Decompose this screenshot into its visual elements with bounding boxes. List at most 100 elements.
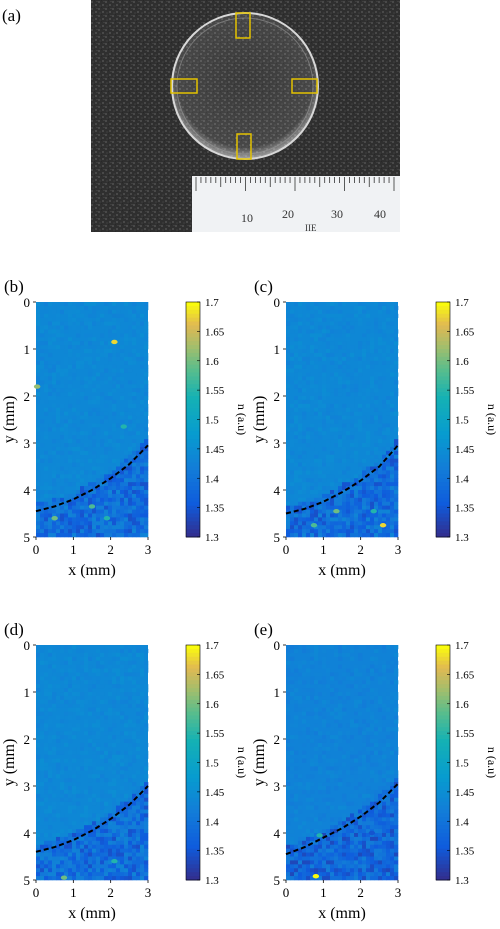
- heatmap-cell: [302, 836, 307, 842]
- heatmap-cell: [318, 466, 323, 471]
- heatmap-cell: [104, 864, 109, 869]
- colorbar-segment: [186, 313, 200, 319]
- heatmap-cell: [36, 321, 41, 326]
- heatmap-cell: [96, 486, 101, 491]
- heatmap-cell: [378, 517, 383, 522]
- heatmap-cell: [370, 505, 375, 510]
- heatmap-cell: [104, 419, 109, 424]
- heatmap-cell: [286, 533, 291, 538]
- heatmap-cell: [44, 423, 49, 428]
- heatmap-cell: [68, 872, 73, 877]
- heatmap-cell: [144, 529, 149, 534]
- heatmap-cell: [294, 513, 299, 518]
- heatmap-cell: [124, 490, 129, 495]
- heatmap-cell: [366, 707, 371, 712]
- heatmap-cell: [342, 774, 347, 779]
- heatmap-cell: [378, 525, 383, 530]
- heatmap-cell: [314, 517, 319, 522]
- heatmap-cell: [382, 829, 387, 834]
- heatmap-cell: [286, 813, 291, 818]
- heatmap-cell: [374, 860, 379, 865]
- heatmap-cell: [48, 529, 53, 534]
- heatmap-cell: [318, 317, 323, 322]
- heatmap-cell: [140, 829, 145, 834]
- heatmap-cell: [40, 313, 45, 318]
- heatmap-cell: [338, 384, 343, 389]
- heatmap-cell: [390, 486, 395, 491]
- heatmap-cell: [72, 844, 77, 849]
- heatmap-cell: [124, 664, 129, 669]
- colorbar: 1.71.651.61.551.51.451.41.351.3n (a.u): [185, 640, 249, 887]
- heatmap-cell: [84, 723, 89, 728]
- heatmap-cell: [370, 419, 375, 424]
- heatmap-cell: [124, 462, 129, 467]
- hot-spot: [379, 523, 387, 528]
- heatmap-cell: [394, 844, 399, 849]
- heatmap-cell: [302, 505, 307, 510]
- heatmap-cell: [330, 852, 335, 857]
- heatmap-cell: [378, 505, 383, 510]
- heatmap-cell: [96, 505, 101, 510]
- heatmap-cell: [382, 825, 387, 830]
- heatmap-cell: [394, 341, 399, 346]
- heatmap-cell: [374, 443, 379, 448]
- heatmap-cell: [390, 782, 395, 787]
- colorbar-segment: [436, 793, 450, 799]
- heatmap-cell: [334, 380, 339, 385]
- heatmap-cell: [350, 325, 355, 330]
- colorbar-segment: [186, 684, 200, 689]
- heatmap-cell: [358, 392, 363, 397]
- heatmap-cell: [310, 396, 315, 401]
- heatmap-cell: [64, 731, 69, 736]
- heatmap-cell: [80, 672, 85, 677]
- heatmap-cell: [354, 458, 359, 463]
- heatmap-cell: [100, 876, 105, 881]
- heatmap-cell: [294, 435, 299, 440]
- heatmap-cell: [334, 505, 339, 510]
- heatmap-cell: [290, 356, 295, 362]
- heatmap-cell: [362, 423, 367, 428]
- heatmap-cell: [386, 533, 391, 538]
- heatmap-cell: [76, 848, 81, 853]
- heatmap-cell: [386, 493, 391, 499]
- boundary-curve: [285, 782, 399, 856]
- heatmap-cell: [378, 427, 383, 432]
- heatmap-cell: [104, 321, 109, 326]
- heatmap-cell: [298, 403, 303, 409]
- heatmap-cell: [358, 648, 363, 654]
- heatmap-cell: [40, 533, 45, 538]
- heatmap-cell: [290, 482, 295, 487]
- heatmap-cell: [116, 446, 121, 452]
- heatmap-cell: [40, 699, 45, 705]
- heatmap-cell: [394, 770, 399, 775]
- heatmap-cell: [322, 372, 327, 377]
- heatmap-cell: [128, 809, 133, 814]
- colorbar-segment: [436, 821, 450, 826]
- y-tick-label: 3: [274, 779, 281, 794]
- heatmap-cell: [108, 439, 113, 444]
- heatmap-cell: [44, 750, 49, 755]
- heatmap-cell: [290, 509, 295, 514]
- heatmap-cell: [64, 656, 69, 661]
- heatmap-cell: [330, 688, 335, 693]
- heatmap-cell: [330, 341, 335, 346]
- heatmap-cell: [390, 778, 395, 783]
- heatmap-cell: [302, 396, 307, 401]
- heatmap-cell: [128, 660, 133, 665]
- heatmap-cell: [84, 415, 89, 420]
- heatmap-cell: [386, 758, 391, 763]
- heatmap-cell: [342, 521, 347, 526]
- heatmap-cell: [314, 856, 319, 861]
- heatmap-cell: [132, 396, 137, 401]
- heatmap-cell: [88, 809, 93, 814]
- heatmap-cell: [382, 817, 387, 822]
- heatmap-cell: [72, 645, 77, 650]
- heatmap-cell: [96, 860, 101, 865]
- colorbar-segment: [436, 305, 450, 311]
- heatmap-cell: [394, 778, 399, 783]
- heatmap-cell: [354, 454, 359, 459]
- heatmap-cell: [68, 305, 73, 311]
- heatmap-cell: [108, 329, 113, 334]
- heatmap-cell: [64, 758, 69, 763]
